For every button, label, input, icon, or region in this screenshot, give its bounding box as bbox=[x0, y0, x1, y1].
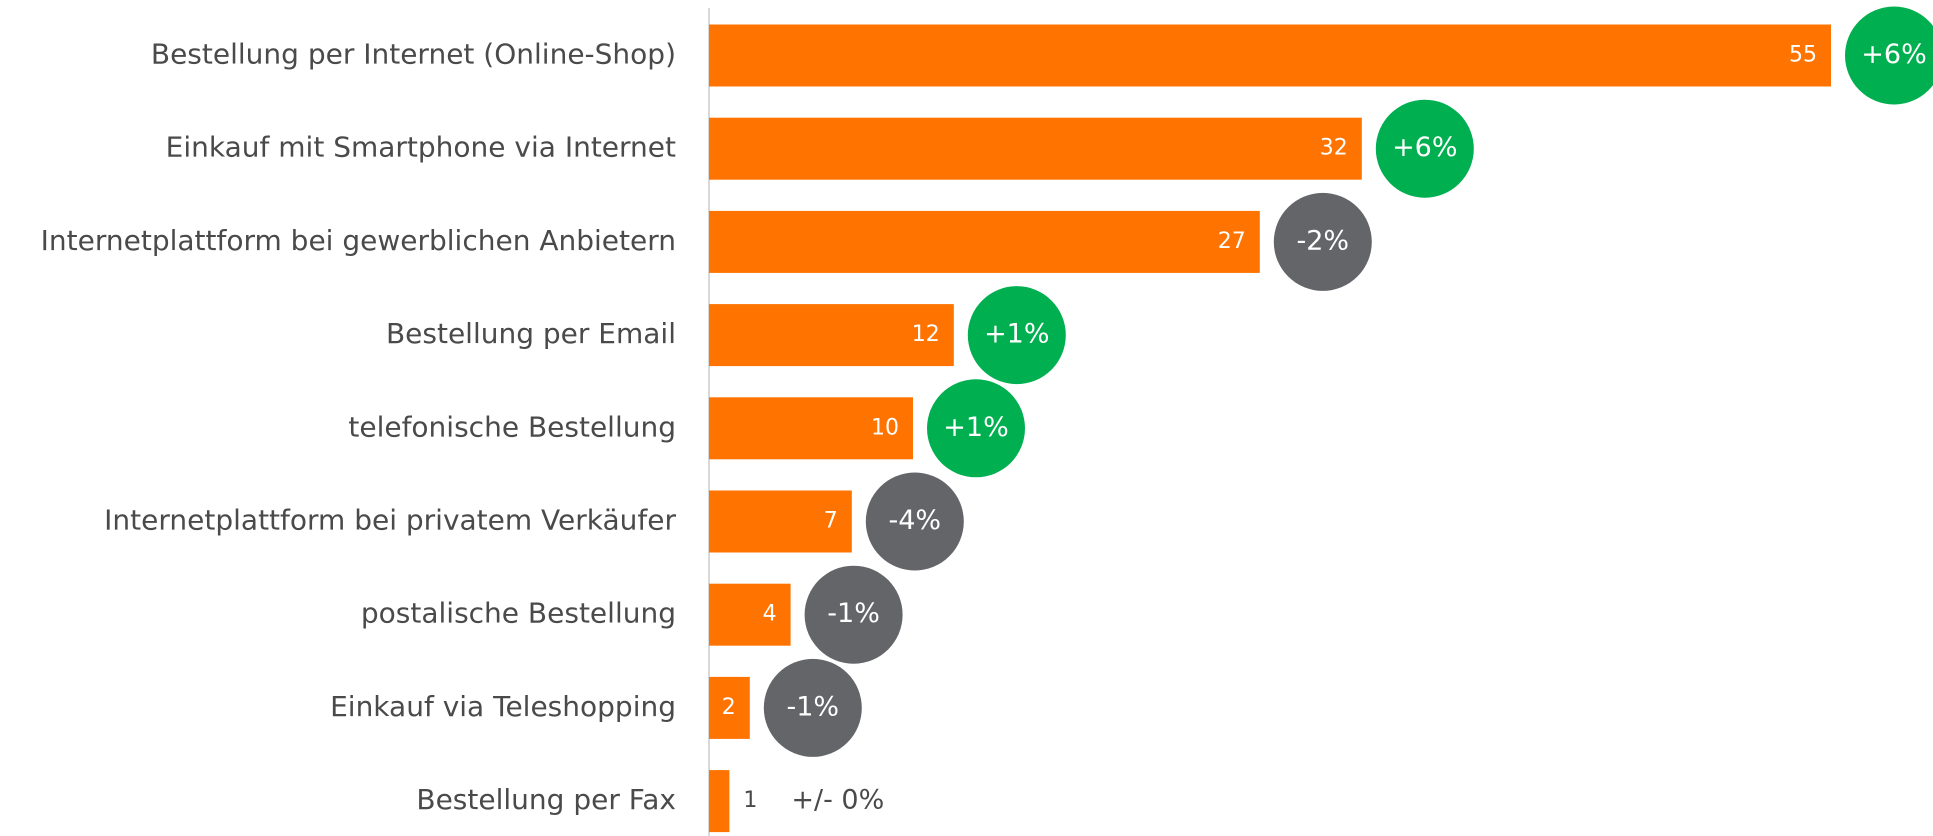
change-label: -2% bbox=[1297, 225, 1350, 256]
value-label: 10 bbox=[871, 415, 899, 440]
category-label: Einkauf mit Smartphone via Internet bbox=[166, 131, 676, 164]
change-bubble bbox=[927, 379, 1025, 478]
category-label: Einkauf via Teleshopping bbox=[330, 690, 676, 723]
change-label: -4% bbox=[889, 505, 942, 536]
category-label: Bestellung per Fax bbox=[416, 783, 676, 816]
bar bbox=[709, 210, 1260, 273]
change-label: +1% bbox=[943, 412, 1008, 443]
value-label: 4 bbox=[763, 602, 777, 627]
category-label: Bestellung per Internet (Online-Shop) bbox=[151, 38, 676, 71]
category-label: telefonische Bestellung bbox=[348, 410, 676, 443]
value-label: 7 bbox=[824, 509, 838, 534]
category-label: Bestellung per Email bbox=[386, 317, 676, 350]
bar bbox=[709, 676, 750, 739]
change-bubble bbox=[865, 472, 964, 571]
value-label: 27 bbox=[1218, 229, 1246, 254]
change-label: +6% bbox=[1861, 39, 1926, 70]
category-label: Internetplattform bei privatem Verkäufer bbox=[104, 504, 676, 537]
change-label: -1% bbox=[787, 691, 840, 722]
bar bbox=[709, 304, 954, 367]
value-label: 55 bbox=[1789, 43, 1817, 68]
change-bubble bbox=[967, 286, 1066, 385]
bar bbox=[709, 583, 791, 646]
change-label: +/- 0% bbox=[791, 785, 884, 816]
bar bbox=[709, 397, 913, 460]
value-label: 12 bbox=[912, 322, 940, 347]
bar bbox=[709, 117, 1362, 180]
change-label: +6% bbox=[1392, 132, 1457, 163]
category-label: postalische Bestellung bbox=[361, 597, 676, 630]
bar bbox=[709, 770, 730, 833]
change-bubble bbox=[1375, 99, 1474, 198]
bar bbox=[709, 490, 852, 553]
change-bubble bbox=[1273, 192, 1372, 291]
change-bubble bbox=[804, 565, 903, 664]
value-label: 32 bbox=[1320, 136, 1348, 161]
change-bubble bbox=[1845, 6, 1933, 105]
value-label: 1 bbox=[743, 788, 757, 813]
change-bubble bbox=[763, 658, 862, 757]
value-label: 2 bbox=[722, 695, 736, 720]
change-label: +1% bbox=[984, 319, 1049, 350]
bar bbox=[709, 24, 1831, 87]
category-label: Internetplattform bei gewerblichen Anbie… bbox=[41, 224, 676, 257]
change-label: -1% bbox=[827, 598, 880, 629]
